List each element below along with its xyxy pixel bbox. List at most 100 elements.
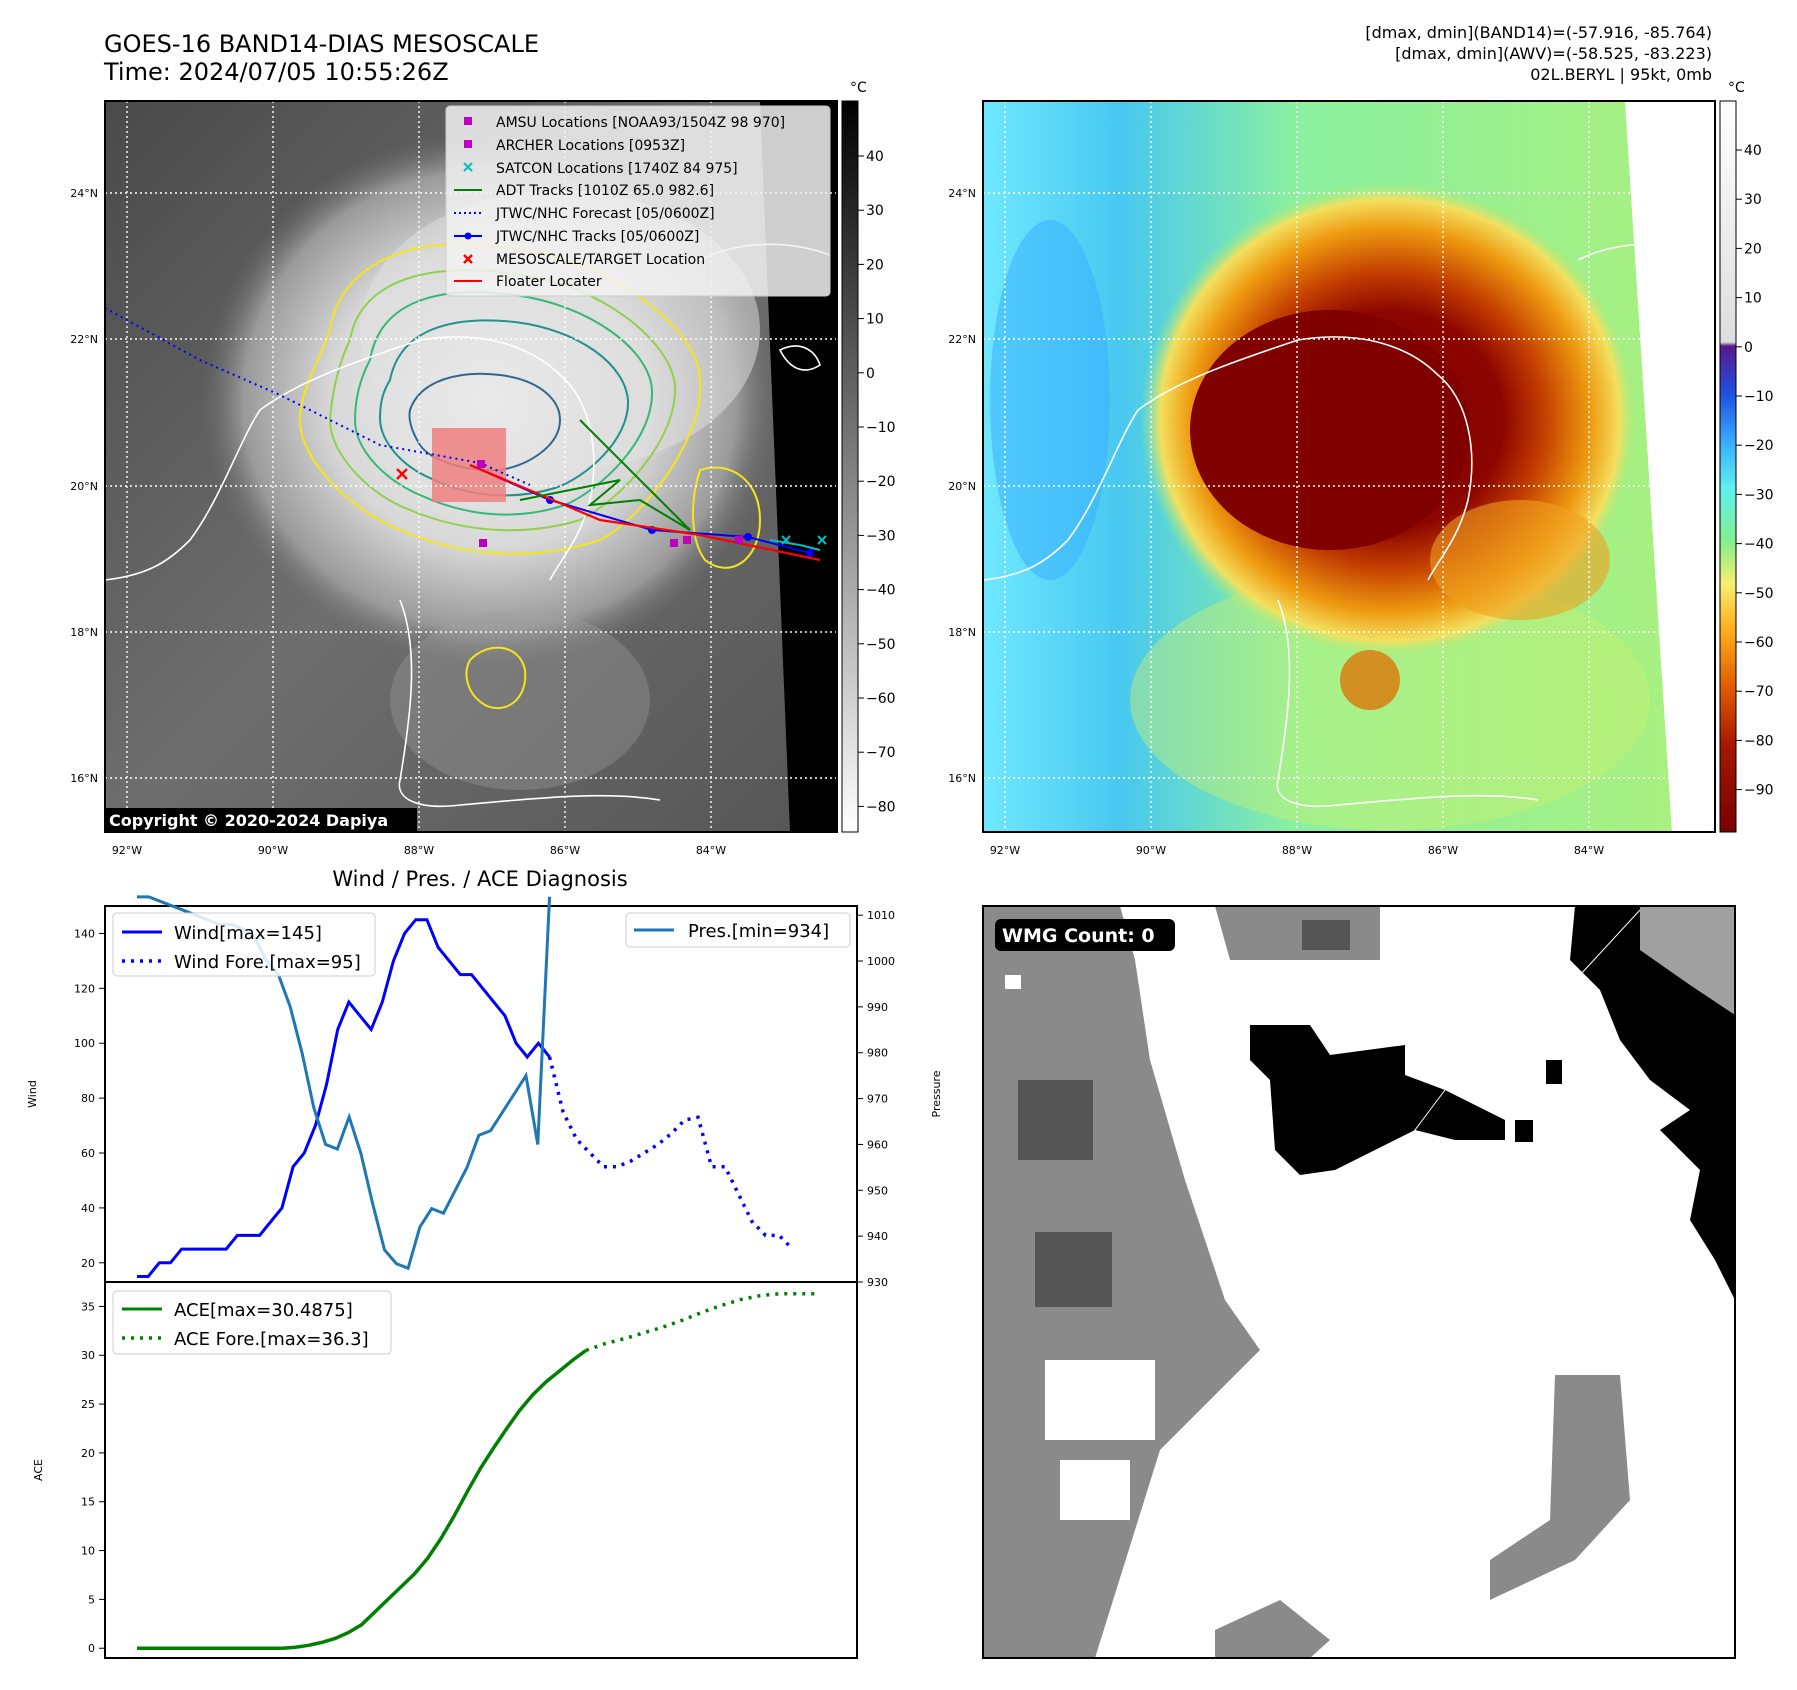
ace-chart: ACE 35 30 25 20 15 10 5 0 ACE[max=30.4875] ACE … [32, 1281, 858, 1659]
wv-colorbar-tick-label: 30 [1744, 192, 1762, 208]
wind-tick-label: 60 [81, 1147, 95, 1160]
ir-colorbar-unit: °C [850, 80, 867, 96]
wv-lat-16: 16°N [948, 772, 976, 785]
wv-colorbar-unit: °C [1728, 80, 1745, 96]
ace-tick-label: 35 [81, 1300, 95, 1313]
wmg-count-box [995, 919, 1175, 951]
figure-time: Time: 2024/07/05 10:55:26Z [103, 58, 449, 86]
ace-axis-label: ACE [32, 1459, 45, 1481]
ir-colorbar-tick-label: 20 [866, 257, 884, 273]
wind-tick-label: 100 [74, 1037, 95, 1050]
ir-lat-20: 20°N [70, 480, 98, 493]
pressure-legend: Pres.[min=934] [625, 912, 851, 948]
ir-lon-92: 92°W [112, 844, 142, 857]
wv-lon-92: 92°W [990, 844, 1020, 857]
legend-ace: ACE[max=30.4875] [174, 1300, 353, 1321]
ir-colorbar-tick-label: −40 [866, 583, 896, 599]
wind-line [137, 918, 551, 1279]
ir-lat-24: 24°N [70, 187, 98, 200]
wv-colorbar-tick-label: −50 [1744, 586, 1774, 602]
ir-lon-88: 88°W [404, 844, 434, 857]
wind-tick-label: 40 [81, 1202, 95, 1215]
wv-colorbar-tick-label: 40 [1744, 143, 1762, 159]
wind-tick-label: 120 [74, 982, 95, 995]
wv-colorbar-tick-label: −40 [1744, 537, 1774, 553]
ir-lon-84: 84°W [696, 844, 726, 857]
ir-colorbar-tick-label: −20 [866, 474, 896, 490]
wv-lat-18: 18°N [948, 626, 976, 639]
ir-colorbar-tick-label: 30 [866, 203, 884, 219]
ir-colorbar-tick-label: −30 [866, 528, 896, 544]
wv-colorbar-tick-label: −70 [1744, 684, 1774, 700]
wv-colorbar-tick-label: 0 [1744, 340, 1753, 356]
legend-forecast: JTWC/NHC Forecast [05/0600Z] [495, 206, 715, 222]
ir-lat-22: 22°N [70, 333, 98, 346]
legend-target-marker [463, 254, 473, 264]
pressure-tick-label: 1000 [867, 955, 895, 968]
ace-legend: ACE[max=30.4875] ACE Fore.[max=36.3] [112, 1290, 392, 1355]
pressure-tick-label: 960 [867, 1138, 888, 1151]
ir-colorbar-tick-label: 40 [866, 149, 884, 165]
ir-lat-18: 18°N [70, 626, 98, 639]
ir-map-legend: AMSU Locations [NOAA93/1504Z 98 970] ARC… [445, 105, 831, 297]
pressure-tick-label: 980 [867, 1047, 888, 1060]
wv-colorbar-tick-label: −90 [1744, 783, 1774, 799]
wv-lon-84: 84°W [1574, 844, 1604, 857]
legend-ace-fore: ACE Fore.[max=36.3] [174, 1329, 369, 1350]
wv-colorbar-tick-label: −20 [1744, 438, 1774, 454]
legend-pres: Pres.[min=934] [688, 921, 829, 942]
pressure-tick-label: 940 [867, 1230, 888, 1243]
ir-colorbar-tick-label: −60 [866, 691, 896, 707]
info-awv-range: [dmax, dmin](AWV)=(-58.525, -83.223) [1395, 44, 1712, 63]
pressure-tick-label: 930 [867, 1276, 888, 1289]
wind-legend: Wind[max=145] Wind Fore.[max=95] [112, 912, 376, 977]
legend-wind-fore: Wind Fore.[max=95] [174, 952, 361, 973]
wind-pressure-chart: Wind Pressure 140 120 100 80 60 40 20 1010 1000… [26, 895, 943, 1289]
ace-tick-label: 0 [88, 1642, 95, 1655]
pressure-tick-label: 970 [867, 1093, 888, 1106]
ir-colorbar-tick-label: 0 [866, 366, 875, 382]
wind-tick-label: 20 [81, 1257, 95, 1270]
wv-colorbar-tick-label: −10 [1744, 389, 1774, 405]
pressure-axis-label: Pressure [930, 1070, 943, 1117]
wv-lon-88: 88°W [1282, 844, 1312, 857]
legend-tracks: JTWC/NHC Tracks [05/0600Z] [495, 229, 699, 245]
ace-tick-label: 25 [81, 1398, 95, 1411]
legend-satcon: SATCON Locations [1740Z 84 975] [496, 161, 738, 177]
ir-lat-16: 16°N [70, 772, 98, 785]
wind-tick-label: 80 [81, 1092, 95, 1105]
ace-tick-label: 20 [81, 1447, 95, 1460]
wind-forecast-line [547, 1056, 794, 1251]
wv-colorbar-tick-label: −30 [1744, 487, 1774, 503]
diagnosis-title: Wind / Pres. / ACE Diagnosis [332, 867, 627, 891]
ir-colorbar-tick-label: −50 [866, 637, 896, 653]
legend-amsu: AMSU Locations [NOAA93/1504Z 98 970] [496, 115, 785, 131]
wv-lat-22: 22°N [948, 333, 976, 346]
pressure-tick-label: 950 [867, 1184, 888, 1197]
wv-colorbar-tick-label: 20 [1744, 241, 1762, 257]
wv-lon-86: 86°W [1428, 844, 1458, 857]
figure-title: GOES-16 BAND14-DIAS MESOSCALE [104, 30, 539, 58]
wv-lon-90: 90°W [1136, 844, 1166, 857]
wv-colorbar-tick-label: 10 [1744, 291, 1762, 307]
ace-tick-label: 5 [88, 1593, 95, 1606]
ir-lon-90: 90°W [258, 844, 288, 857]
wind-tick-label: 140 [74, 927, 95, 940]
copyright-box [105, 808, 417, 832]
legend-target: MESOSCALE/TARGET Location [496, 252, 705, 268]
wv-colorbar-tick-label: −60 [1744, 635, 1774, 651]
pressure-tick-label: 1010 [867, 909, 895, 922]
wv-colorbar-tick-label: −80 [1744, 733, 1774, 749]
ace-tick-label: 10 [81, 1545, 95, 1558]
wind-axis-label: Wind [26, 1080, 39, 1108]
wv-colorbar: °C 40 30 20 10 0 −10 −20 −30 −40 −50 −60 −70 −80 −90 [1719, 80, 1774, 833]
copyright: Copyright © 2020-2024 Dapiya [109, 811, 388, 830]
legend-wind: Wind[max=145] [174, 923, 322, 944]
info-storm: 02L.BERYL | 95kt, 0mb [1530, 65, 1712, 84]
pressure-tick-label: 990 [867, 1001, 888, 1014]
legend-adt: ADT Tracks [1010Z 65.0 982.6] [496, 183, 714, 199]
legend-amsu-marker [464, 117, 472, 125]
ir-colorbar: °C 40 30 20 10 0 −10 −20 −30 −40 −50 −60 −70 −80 [841, 80, 896, 833]
ir-map: AMSU Locations [NOAA93/1504Z 98 970] ARC… [70, 80, 895, 857]
